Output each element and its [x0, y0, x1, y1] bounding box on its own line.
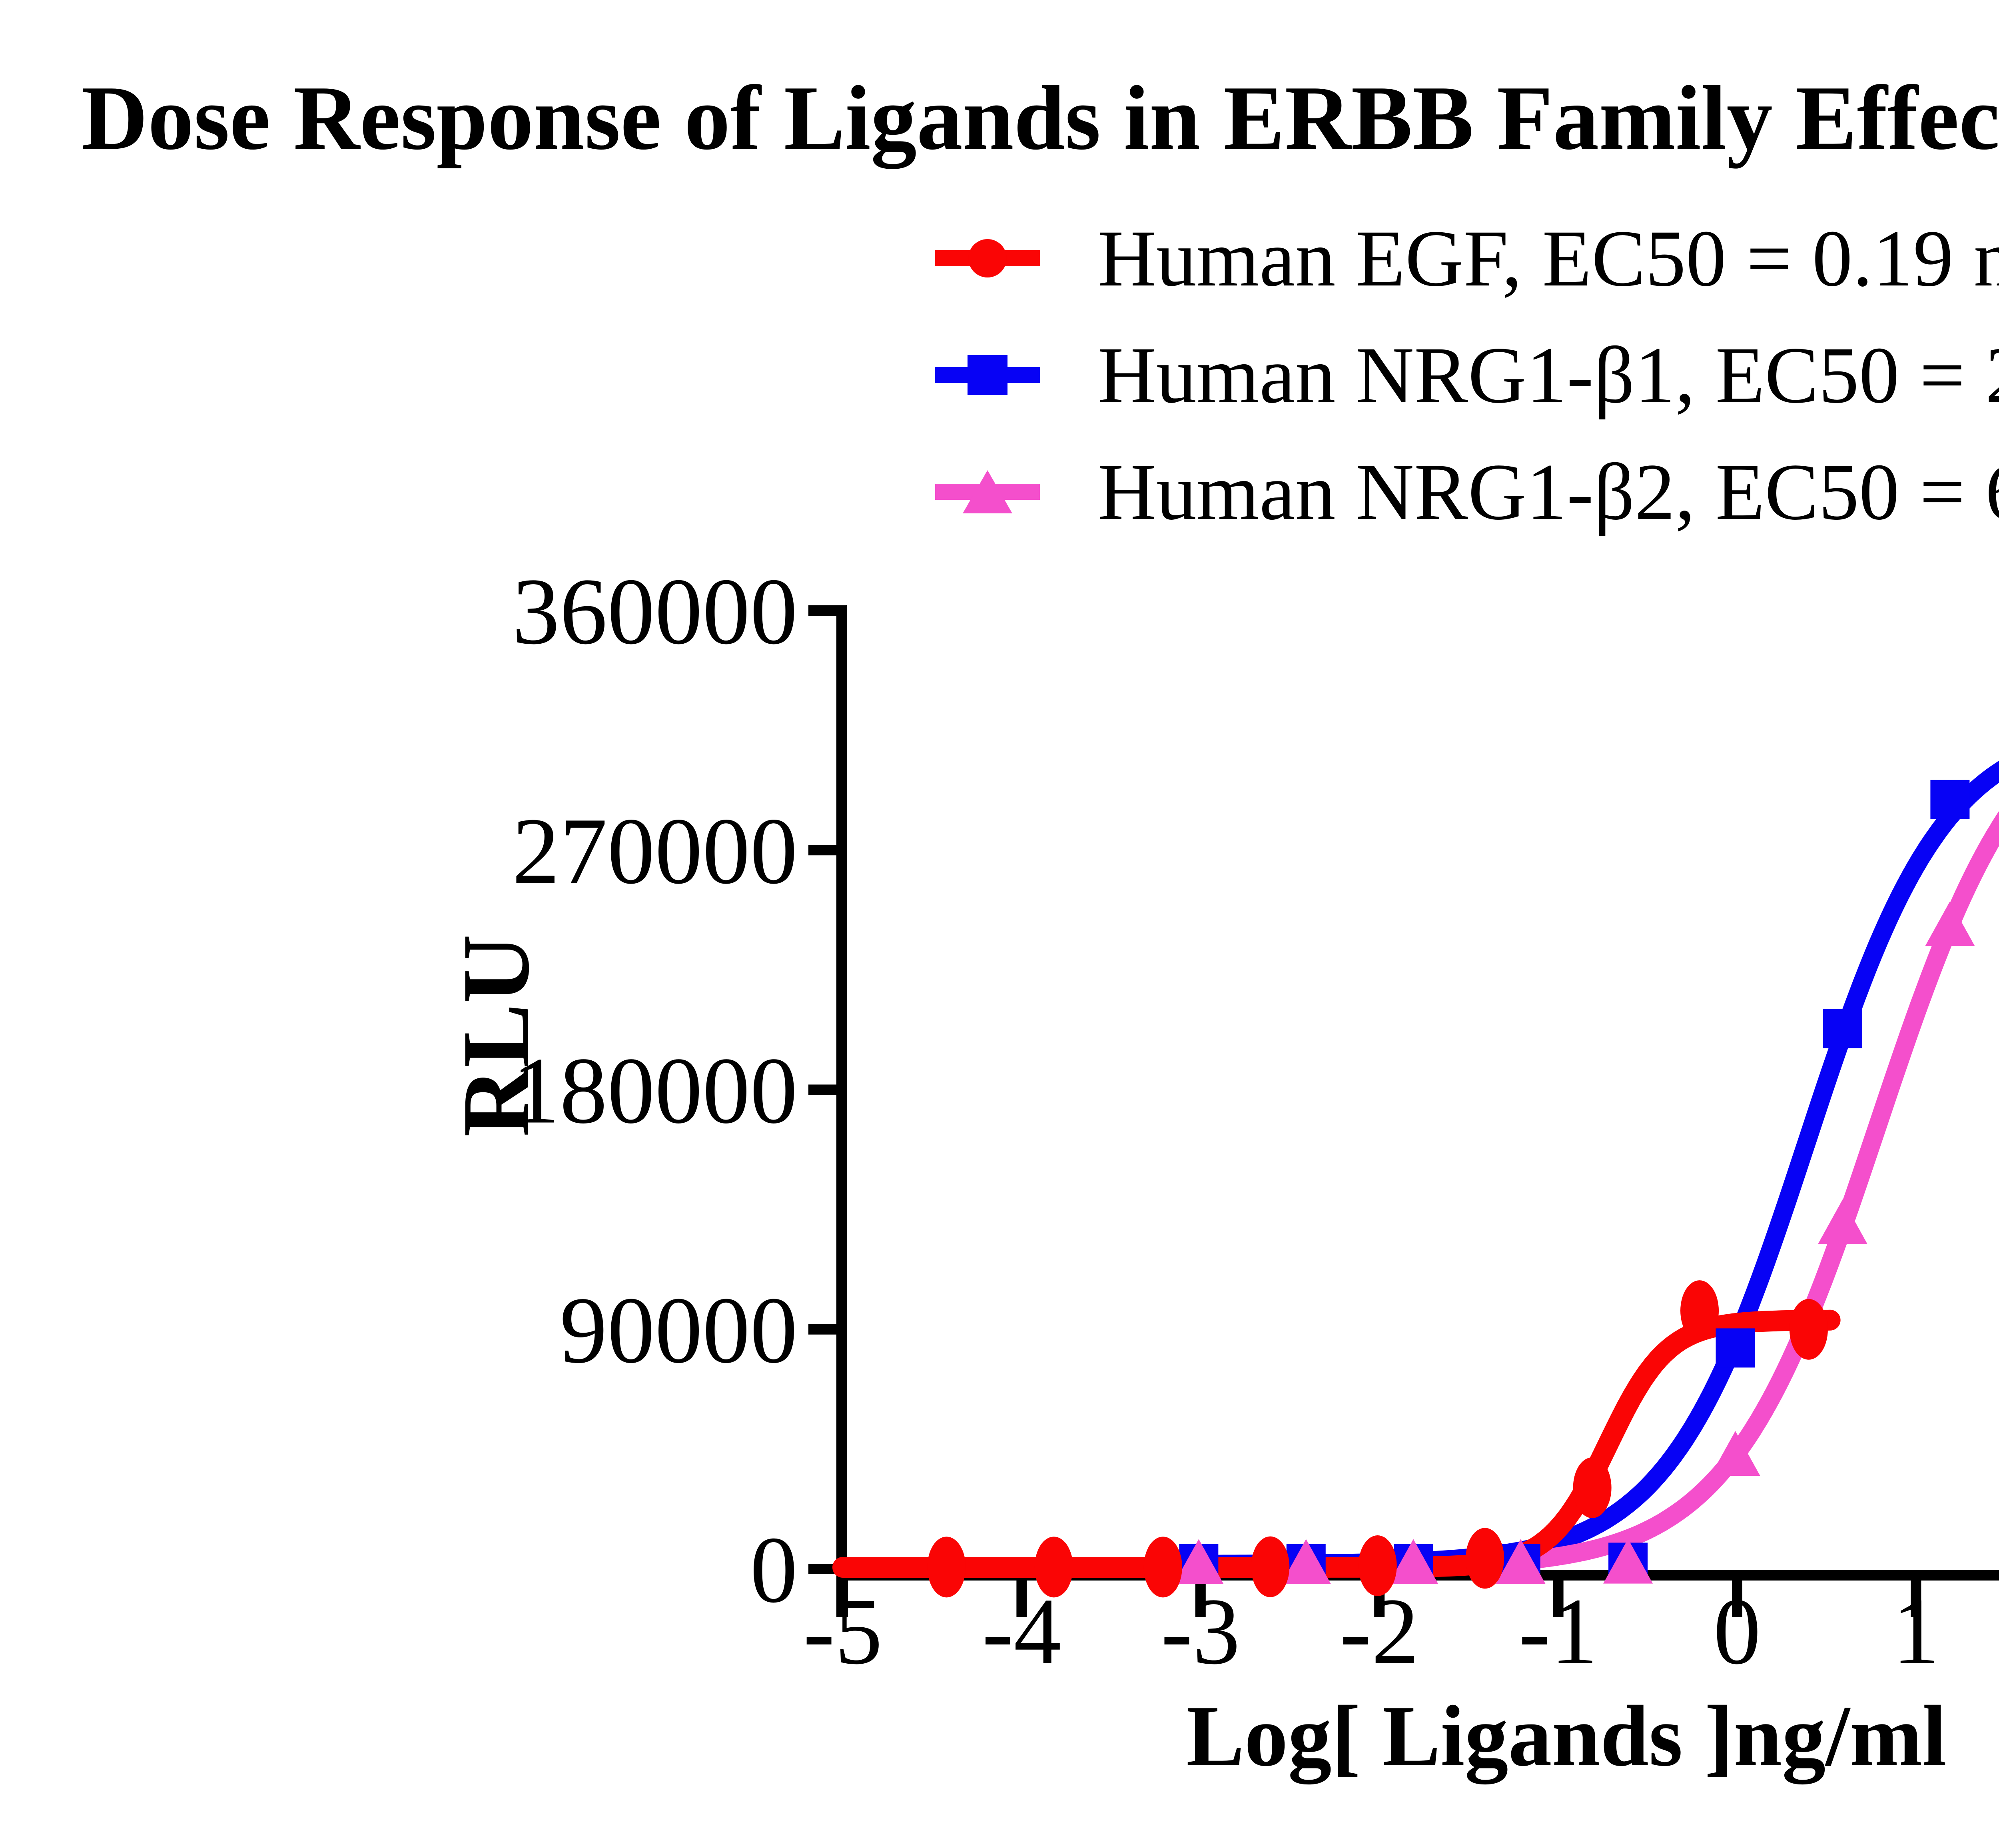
- svg-text:1: 1: [1892, 1579, 1940, 1684]
- triangle-marker-icon: [963, 470, 1012, 513]
- svg-text:180000: 180000: [512, 1038, 798, 1144]
- svg-text:-1: -1: [1518, 1579, 1598, 1684]
- legend-marker-nrg1b1: [935, 317, 1040, 433]
- x-axis-label: Log[ Ligands ]ng/ml: [1186, 1688, 1947, 1784]
- svg-text:90000: 90000: [560, 1278, 798, 1383]
- svg-text:270000: 270000: [512, 798, 798, 904]
- legend: Human EGF, EC50 = 0.19 ng/ml Human NRG1-…: [935, 200, 1999, 550]
- legend-label: Human NRG1-β1, EC50 = 2.44 ng/ml: [1098, 330, 1999, 420]
- legend-item-nrg1b1: Human NRG1-β1, EC50 = 2.44 ng/ml: [935, 317, 1999, 433]
- svg-text:0: 0: [1714, 1579, 1761, 1684]
- legend-label: Human NRG1-β2, EC50 = 6.08 ng/ml: [1098, 447, 1999, 537]
- legend-item-nrg1b2: Human NRG1-β2, EC50 = 6.08 ng/ml: [935, 433, 1999, 550]
- legend-marker-egf: [935, 200, 1040, 317]
- svg-text:-2: -2: [1340, 1579, 1419, 1684]
- svg-text:360000: 360000: [512, 559, 798, 664]
- square-marker-icon: [968, 355, 1007, 395]
- legend-label: Human EGF, EC50 = 0.19 ng/ml: [1098, 214, 1999, 303]
- svg-text:0: 0: [750, 1517, 798, 1622]
- legend-marker-nrg1b2: [935, 433, 1040, 550]
- legend-item-egf: Human EGF, EC50 = 0.19 ng/ml: [935, 200, 1999, 317]
- svg-text:-5: -5: [803, 1579, 882, 1684]
- y-axis-label: RLU: [443, 934, 549, 1137]
- circle-marker-icon: [968, 239, 1007, 277]
- chart-title: Dose Response of Ligands in ERBB Family …: [81, 67, 1999, 169]
- svg-text:-3: -3: [1161, 1579, 1240, 1684]
- svg-text:-4: -4: [982, 1579, 1061, 1684]
